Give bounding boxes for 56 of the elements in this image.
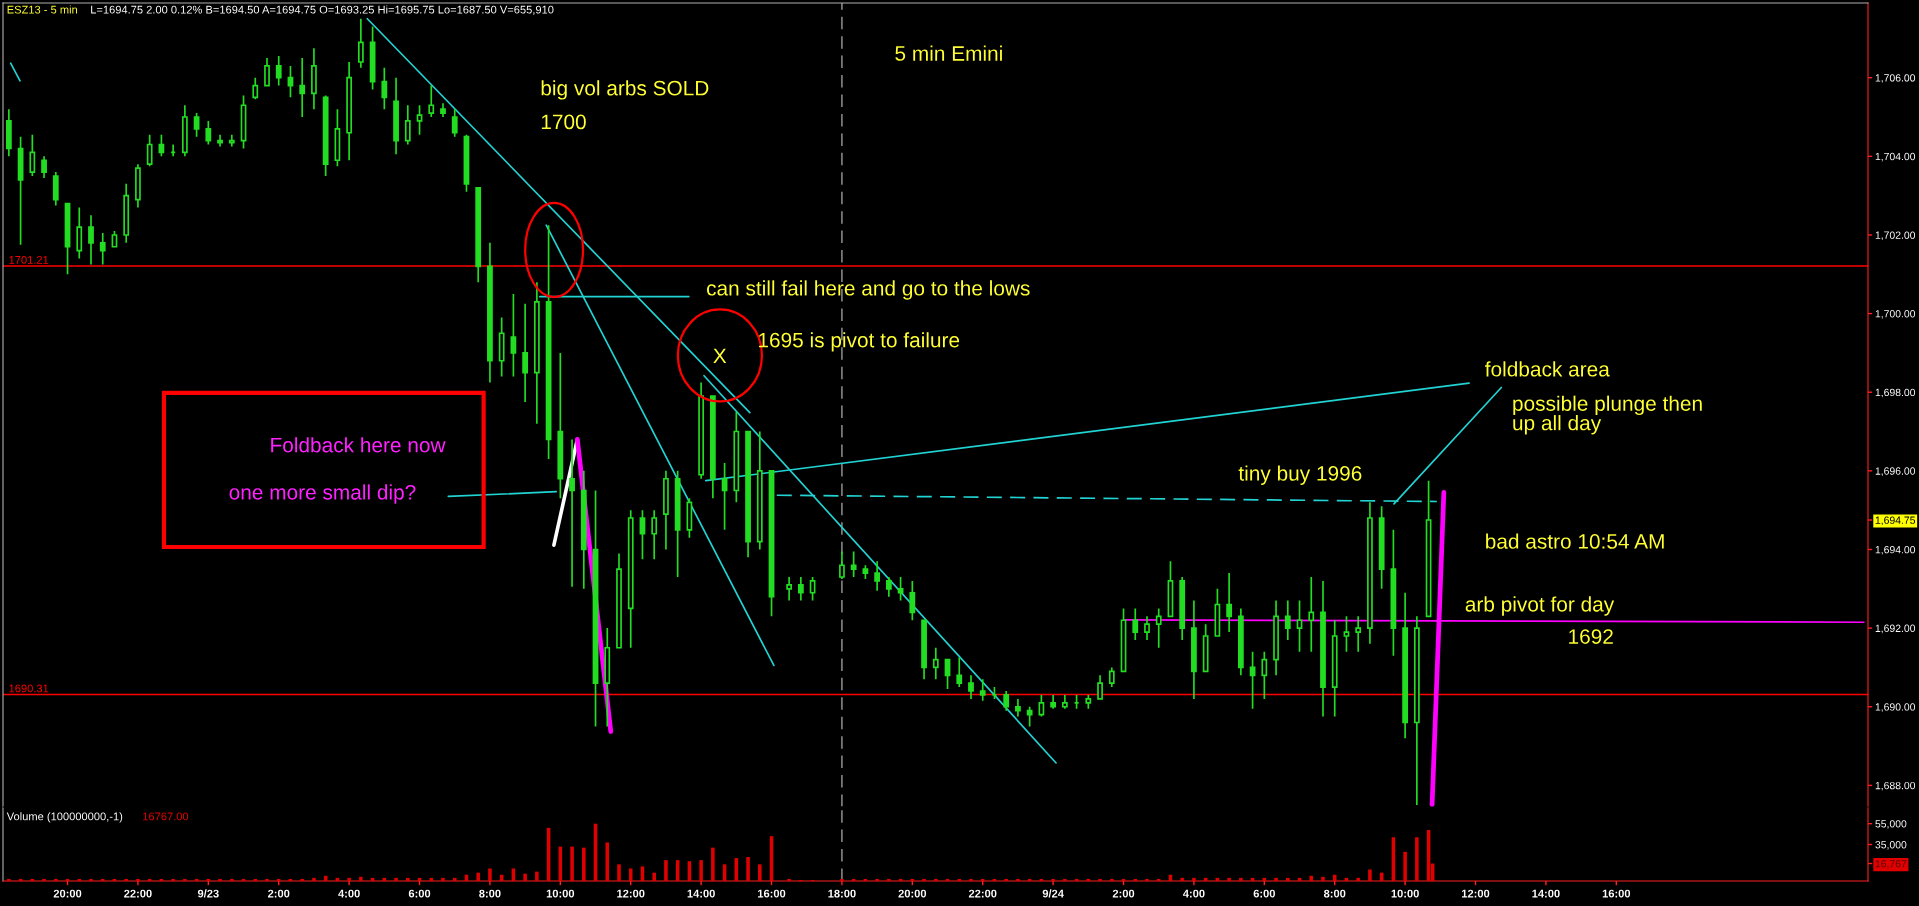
x-tick-label: 2:00 (268, 889, 290, 898)
annotation: big vol arbs SOLD (541, 80, 709, 100)
y-tick-label: 1,692.00 (1875, 624, 1916, 634)
annotation: 1700 (541, 114, 586, 130)
annotation: arb pivot for day (1465, 596, 1615, 616)
ref-line-label: 1690.31 (9, 684, 49, 693)
x-tick-label: 8:00 (479, 889, 501, 898)
x-tick-label: 20:00 (898, 889, 927, 898)
y-tick-label: 1,688.00 (1875, 781, 1916, 791)
chart-title: ESZ13 - 5 min (7, 5, 78, 14)
y-tick-label: 1,706.00 (1875, 74, 1916, 83)
y-tick-label: 1,694.00 (1875, 545, 1916, 555)
x-tick-label: 8:00 (1323, 889, 1346, 898)
x-tick-label: 4:00 (1182, 889, 1205, 898)
x-tick-label: 2:00 (1112, 889, 1135, 898)
y-tick-label: 1,694.75 (1875, 516, 1916, 526)
x-tick-label: 6:00 (408, 889, 431, 898)
y-tick-label: 55,000 (1875, 820, 1907, 829)
x-tick-label: 22:00 (124, 889, 152, 898)
x-tick-label: 18:00 (828, 889, 856, 898)
x-tick-label: 12:00 (1462, 889, 1490, 898)
annotation: 1692 (1569, 629, 1613, 644)
annotation: bad astro 10:54 AM (1486, 533, 1664, 549)
x-tick-label: 20:00 (53, 889, 82, 898)
x-tick-label: 9/23 (197, 889, 219, 898)
annotation: foldback area (1485, 361, 1610, 377)
y-tick-label: 1,690.00 (1875, 703, 1916, 712)
x-tick-label: 10:00 (1391, 889, 1419, 898)
x-tick-label: 6:00 (1253, 889, 1275, 898)
y-tick-label: 35,000 (1875, 841, 1907, 850)
x-tick-label: 10:00 (546, 889, 575, 898)
x-tick-label: 16:00 (758, 889, 786, 898)
annotation: one more small dip? (229, 484, 416, 504)
annotation: 5 min Emini (895, 45, 1002, 61)
annotation: tiny buy 1996 (1238, 465, 1362, 485)
x-tick-label: 9/24 (1042, 889, 1064, 898)
y-tick-label: 16,767 (1875, 860, 1907, 869)
x-tick-label: 4:00 (338, 889, 360, 898)
y-tick-label: 1,704.00 (1875, 152, 1916, 162)
annotation: can still fail here and go to the lows (706, 280, 1030, 300)
x-tick-label: 14:00 (1532, 889, 1560, 898)
annotation: X (713, 348, 727, 364)
annotation: possible plunge then up all day (1513, 395, 1702, 435)
y-tick-label: 1,698.00 (1875, 388, 1916, 398)
x-tick-label: 22:00 (968, 889, 997, 898)
y-tick-label: 1,700.00 (1875, 310, 1916, 319)
chart-subtitle: L=1694.75 2.00 0.12% B=1694.50 A=1694.75 O=1693.25 Hi=1695.75 Lo=1687.50 V=655,910 (91, 5, 554, 15)
x-tick-label: 16:00 (1602, 889, 1631, 898)
chart-title: Volume (100000000,-1) (6, 812, 123, 823)
annotation: Foldback here now (271, 437, 446, 453)
x-tick-label: 12:00 (617, 889, 645, 898)
y-tick-label: 1,702.00 (1875, 231, 1916, 241)
ref-line-label: 1701.21 (9, 255, 49, 264)
y-tick-label: 1,696.00 (1875, 467, 1916, 476)
x-tick-label: 14:00 (687, 889, 715, 898)
annotation: 16767.00 (143, 812, 189, 821)
